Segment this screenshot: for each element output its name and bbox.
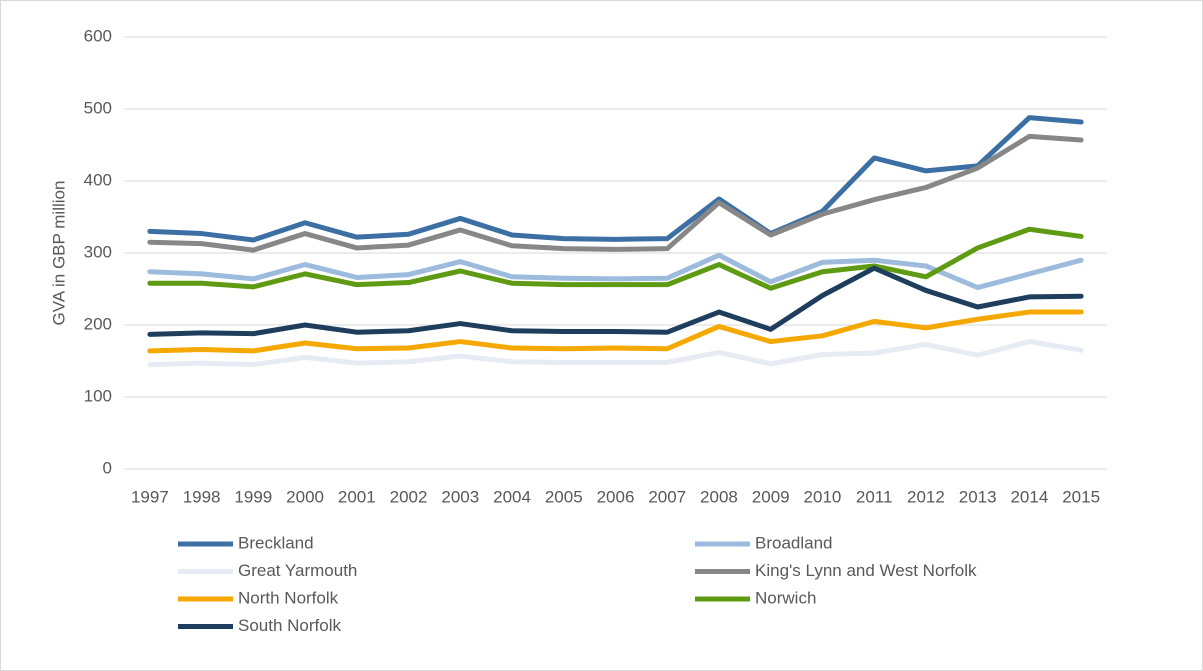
y-tick-label: 400 [84,170,112,189]
y-axis-label: GVA in GBP million [49,181,68,326]
legend-label: King's Lynn and West Norfolk [755,561,977,580]
x-tick-label: 2013 [959,487,997,506]
y-tick-label: 300 [84,242,112,261]
legend-label: North Norfolk [238,588,339,607]
legend-label: Great Yarmouth [238,561,357,580]
y-tick-label: 600 [84,26,112,45]
series-line [147,339,1084,368]
x-tick-label: 2007 [648,487,686,506]
x-tick-label: 1998 [183,487,221,506]
series-line [147,265,1084,337]
x-tick-label: 2000 [286,487,324,506]
x-tick-label: 2008 [700,487,738,506]
x-tick-label: 2010 [804,487,842,506]
x-tick-label: 2005 [545,487,583,506]
series-line [147,309,1084,354]
legend-label: South Norfolk [238,616,341,635]
legend-label: Norwich [755,588,816,607]
x-tick-label: 2012 [907,487,945,506]
y-tick-label: 0 [103,458,112,477]
x-tick-label: 2004 [493,487,531,506]
series-line [147,252,1084,291]
y-tick-label: 500 [84,98,112,117]
x-tick-label: 2014 [1010,487,1048,506]
x-tick-label: 2006 [597,487,635,506]
y-tick-label: 200 [84,314,112,333]
y-tick-label: 100 [84,386,112,405]
x-tick-label: 2002 [390,487,428,506]
series-line [147,133,1084,253]
x-tick-label: 1999 [234,487,272,506]
x-tick-label: 1997 [131,487,169,506]
legend-label: Broadland [755,533,833,552]
x-tick-label: 2011 [856,487,893,506]
legend-label: Breckland [238,533,314,552]
series-line [147,115,1084,243]
x-tick-label: 2009 [752,487,790,506]
x-tick-label: 2015 [1062,487,1100,506]
x-tick-label: 2001 [338,487,376,506]
x-tick-label: 2003 [441,487,479,506]
series-line [147,226,1084,291]
